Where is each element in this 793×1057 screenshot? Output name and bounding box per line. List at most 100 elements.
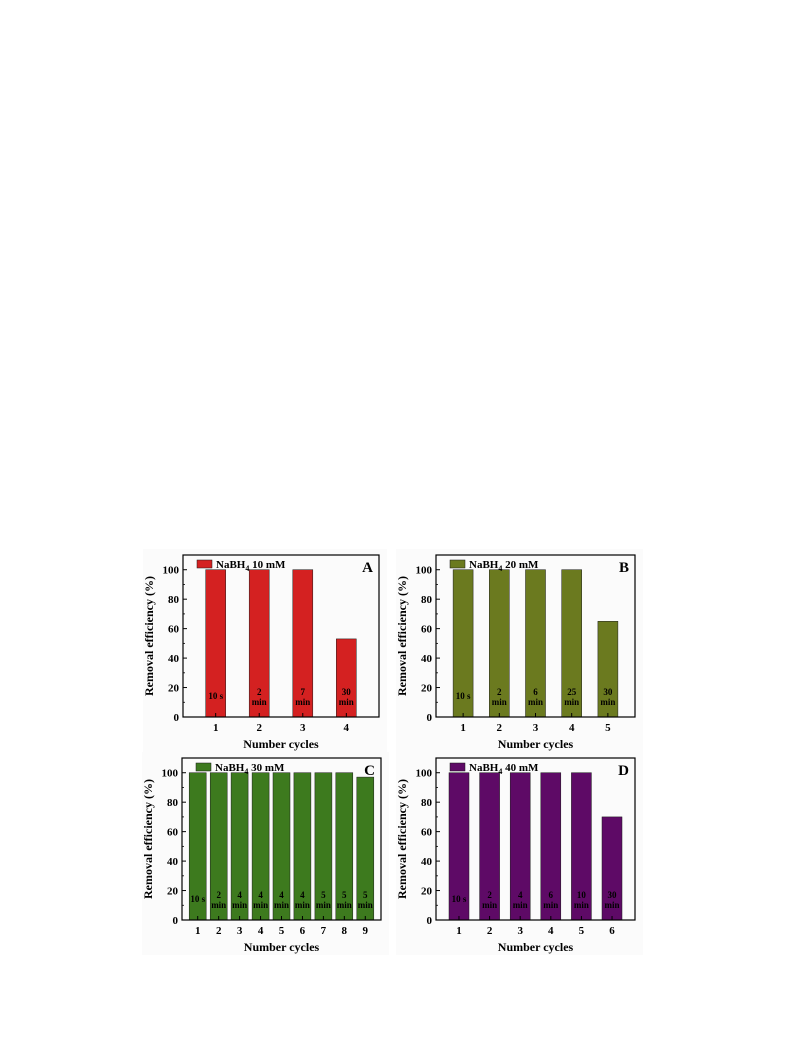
x-tick-label: 6 xyxy=(609,925,615,937)
y-tick-label: 20 xyxy=(168,683,180,695)
bar-label-line: min xyxy=(253,900,268,910)
bar-label-line: 4 xyxy=(258,890,263,900)
y-tick-label: 60 xyxy=(421,827,433,839)
bar-label: 10 min xyxy=(574,890,589,910)
legend-swatch xyxy=(449,559,466,569)
x-tick-label: 1 xyxy=(195,925,201,937)
y-tick-label: 40 xyxy=(167,856,179,868)
x-tick-label: 6 xyxy=(300,925,306,937)
x-tick-label: 5 xyxy=(279,925,285,937)
bar-label-line: min xyxy=(543,900,558,910)
x-tick-label: 4 xyxy=(569,722,575,734)
bar-label-line: 5 xyxy=(342,890,347,900)
y-tick-label: 60 xyxy=(421,624,433,636)
bar-label: 4 min xyxy=(274,890,289,910)
y-axis-title: Removal efficiency (%) xyxy=(395,576,409,696)
bar-label-line: min xyxy=(211,900,226,910)
bar-label-line: min xyxy=(232,900,247,910)
panel-letter: B xyxy=(619,560,629,576)
bar-label: 30 min xyxy=(600,687,615,707)
x-axis-title: Number cycles xyxy=(498,737,574,751)
bar-label: 25 min xyxy=(564,687,579,707)
bar-label-line: 30 xyxy=(608,890,618,900)
bar-label-line: 4 xyxy=(518,890,523,900)
y-tick-label: 20 xyxy=(421,683,433,695)
bar-label-line: min xyxy=(604,900,619,910)
bar-label: 4 min xyxy=(253,890,268,910)
bar-label: 4 min xyxy=(513,890,528,910)
y-tick-label: 0 xyxy=(427,712,433,724)
bar-label: 4 min xyxy=(295,890,310,910)
y-tick-label: 40 xyxy=(421,856,433,868)
legend-label: NaBH4 20 mM xyxy=(469,559,539,573)
y-tick-label: 40 xyxy=(421,653,433,665)
x-tick-label: 4 xyxy=(258,925,264,937)
legend-label-suffix: 40 mM xyxy=(502,762,539,774)
y-tick-label: 40 xyxy=(168,653,180,665)
bar-label-line: 4 xyxy=(279,890,284,900)
x-tick-label: 8 xyxy=(342,925,348,937)
legend-label-subscript: 4 xyxy=(498,767,502,776)
legend-label-prefix: NaBH xyxy=(216,559,246,571)
bar-label: 30 min xyxy=(604,890,619,910)
y-tick-label: 0 xyxy=(427,915,433,927)
bar-label-line: min xyxy=(252,697,267,707)
legend-label-subscript: 4 xyxy=(244,767,248,776)
bar-label-line: min xyxy=(528,697,543,707)
x-tick-label: 5 xyxy=(605,722,611,734)
bar-label-line: min xyxy=(295,900,310,910)
legend-swatch xyxy=(195,762,212,772)
legend-label: NaBH4 10 mM xyxy=(216,559,286,573)
bar-label: 6 min xyxy=(543,890,558,910)
bar-label: 10 s xyxy=(190,894,205,904)
bar-label-line: 5 xyxy=(321,890,326,900)
x-axis-title: Number cycles xyxy=(498,940,574,954)
x-tick-label: 1 xyxy=(460,722,466,734)
panel-letter: D xyxy=(618,763,629,779)
y-tick-label: 80 xyxy=(167,797,179,809)
bar-label-line: 25 xyxy=(567,687,577,697)
bar-label-line: min xyxy=(600,697,615,707)
panel-letter: C xyxy=(364,763,375,779)
panel-letter: A xyxy=(362,560,373,576)
x-tick-label: 4 xyxy=(548,925,554,937)
bar-label-line: min xyxy=(339,697,354,707)
legend-label-prefix: NaBH xyxy=(469,762,499,774)
bar-label: 2 min xyxy=(482,890,497,910)
bar-label-line: min xyxy=(513,900,528,910)
x-tick-label: 1 xyxy=(213,722,219,734)
x-tick-label: 3 xyxy=(237,925,243,937)
x-axis-title: Number cycles xyxy=(243,737,319,751)
bar-label: 5 min xyxy=(337,890,352,910)
bar-label-line: min xyxy=(295,697,310,707)
bar-label: 2 min xyxy=(252,687,267,707)
legend-label-suffix: 30 mM xyxy=(248,762,285,774)
bar-label: 10 s xyxy=(456,691,471,701)
bar-label: 30 min xyxy=(339,687,354,707)
y-tick-label: 0 xyxy=(174,712,180,724)
x-tick-label: 3 xyxy=(517,925,523,937)
bar-label-line: 30 xyxy=(603,687,613,697)
y-tick-label: 100 xyxy=(162,768,179,780)
x-tick-label: 5 xyxy=(579,925,585,937)
legend-label-subscript: 4 xyxy=(498,564,502,573)
y-tick-label: 100 xyxy=(416,768,433,780)
bar-label-line: 6 xyxy=(533,687,538,697)
bar-label-line: min xyxy=(574,900,589,910)
legend-label-suffix: 10 mM xyxy=(249,559,286,571)
y-tick-label: 80 xyxy=(421,594,433,606)
x-tick-label: 3 xyxy=(533,722,539,734)
bar-label: 6 min xyxy=(528,687,543,707)
y-tick-label: 100 xyxy=(163,565,180,577)
bar-label-line: min xyxy=(358,900,373,910)
legend-label: NaBH4 40 mM xyxy=(469,762,539,776)
y-tick-label: 80 xyxy=(168,594,180,606)
x-tick-label: 2 xyxy=(256,722,262,734)
y-tick-label: 20 xyxy=(167,886,179,898)
y-axis-title: Removal efficiency (%) xyxy=(395,779,409,899)
y-axis-title: Removal efficiency (%) xyxy=(142,576,156,696)
